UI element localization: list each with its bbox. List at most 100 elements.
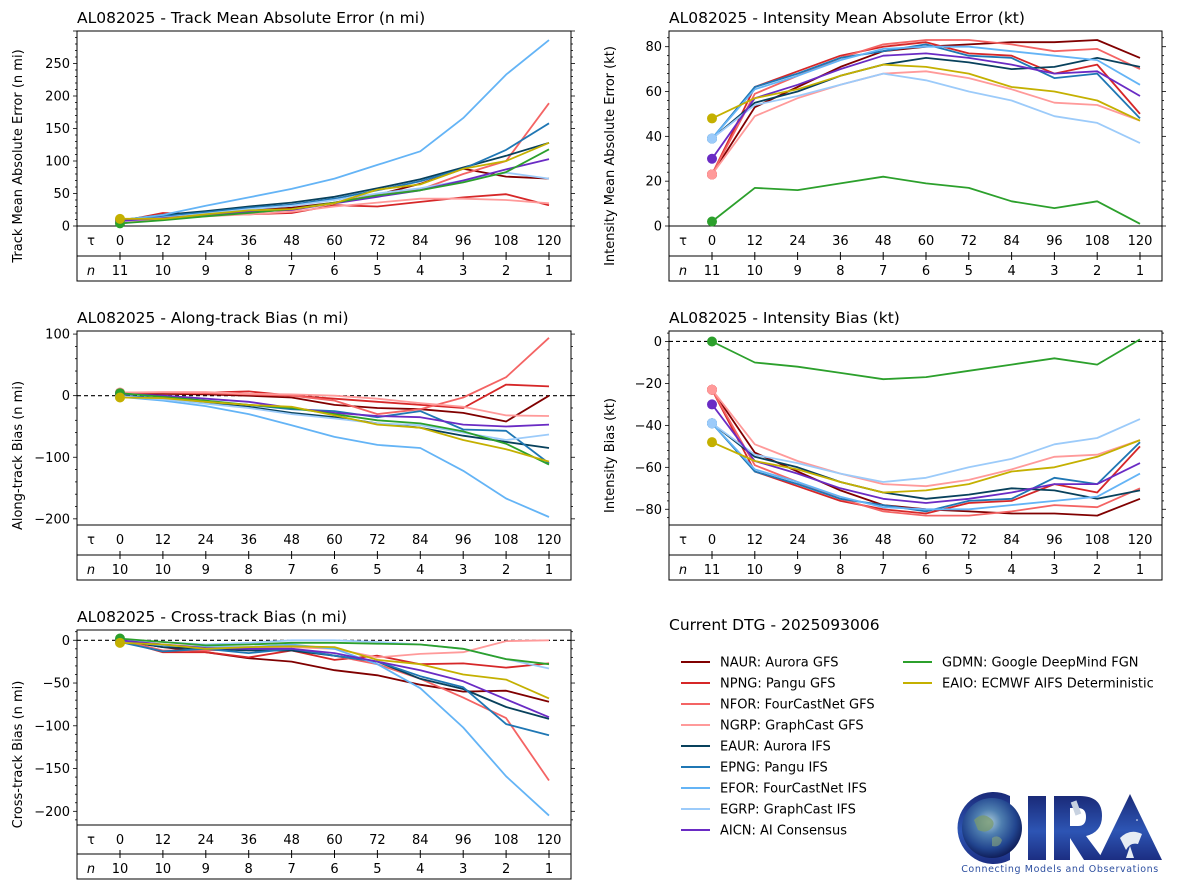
x-tick-label: 36 (832, 234, 849, 249)
n-row-label: n (87, 862, 95, 877)
series-line-eaio (120, 141, 550, 220)
series-line-npng (119, 639, 550, 669)
legend-label: EGRP: GraphCast IFS (720, 803, 856, 818)
n-row-label: n (87, 264, 95, 279)
x-tick-label: 72 (961, 533, 978, 548)
n-count-label: 11 (112, 264, 129, 279)
x-tick-label: 84 (412, 234, 429, 249)
n-count-label: 5 (373, 862, 381, 877)
y-tick-label: −150 (34, 762, 70, 777)
legend-item-egrp: EGRP: GraphCast IFS (681, 803, 856, 818)
x-tick-label: 120 (1128, 533, 1153, 548)
n-count-label: 1 (1136, 264, 1144, 279)
x-tick-label: 72 (369, 533, 386, 548)
x-tick-label: 72 (369, 234, 386, 249)
n-count-label: 6 (330, 264, 338, 279)
x-tick-label: 108 (494, 234, 519, 249)
x-tick-label: 72 (961, 234, 978, 249)
y-tick-label: 50 (53, 187, 70, 202)
legend-item-efor: EFOR: FourCastNet IFS (681, 782, 867, 797)
series-line-gdmn (119, 637, 550, 666)
y-tick-label: −200 (34, 805, 70, 820)
n-count-label: 3 (1050, 563, 1058, 578)
axes-frame (668, 330, 1163, 581)
x-tick-label: 36 (832, 533, 849, 548)
n-count-label: 3 (459, 862, 467, 877)
n-count-label: 10 (747, 563, 764, 578)
y-axis-label: Cross-track Bias (n mi) (11, 681, 26, 829)
n-count-label: 5 (373, 563, 381, 578)
radar-dish-icon (1120, 831, 1142, 858)
y-tick-label: 60 (645, 85, 662, 100)
x-tick-label: 108 (1085, 234, 1110, 249)
series-line-nfor (120, 337, 550, 416)
series-line-naur (120, 392, 550, 423)
series-line-eaio (711, 63, 1141, 122)
axes-frame (76, 629, 572, 880)
n-count-label: 9 (793, 264, 801, 279)
legend-label: EAUR: Aurora IFS (720, 740, 831, 755)
legend-label: EAIO: ECMWF AIFS Deterministic (942, 677, 1154, 692)
n-count-label: 2 (502, 862, 510, 877)
panel-intensity_bias: AL082025 - Intensity Bias (kt) −80 −60 −40 −… (603, 309, 1166, 581)
x-tick-label: 24 (198, 533, 215, 548)
n-count-label: 8 (836, 264, 844, 279)
n-count-label: 4 (416, 264, 424, 279)
t0-marker-gdmn (707, 216, 717, 227)
series-line-ngrp (119, 391, 550, 417)
legend-item-gdmn: GDMN: Google DeepMind FGN (903, 656, 1139, 671)
y-tick-label: −40 (635, 419, 662, 434)
y-tick-label: −100 (34, 719, 70, 734)
y-tick-label: 20 (645, 175, 662, 190)
series-line-nfor (119, 639, 550, 782)
x-tick-label: 96 (455, 833, 472, 848)
y-tick-label: 250 (45, 57, 70, 72)
series-line-npng (711, 41, 1141, 175)
t0-marker-eaio (115, 392, 125, 403)
series-line-aicn (711, 403, 1141, 504)
t0-marker-gdmn (707, 336, 717, 347)
series-group (119, 337, 550, 518)
t0-marker-egrp (707, 133, 717, 144)
x-tick-label: 120 (537, 833, 562, 848)
x-tick-label: 60 (326, 234, 343, 249)
t0-marker-ngrp (707, 169, 717, 180)
n-count-label: 5 (965, 563, 973, 578)
n-count-label: 10 (155, 862, 172, 877)
n-count-label: 10 (747, 264, 764, 279)
x-tick-label: 12 (155, 833, 172, 848)
n-count-label: 4 (1007, 264, 1015, 279)
n-count-label: 11 (704, 563, 721, 578)
series-line-aicn (119, 392, 550, 428)
tau-row-label: τ (679, 234, 687, 249)
series-line-efor (119, 640, 550, 817)
x-tick-label: 24 (198, 234, 215, 249)
n-count-label: 9 (202, 862, 210, 877)
x-tick-label: 0 (708, 234, 716, 249)
legend-label: AICN: AI Consensus (720, 824, 847, 839)
y-tick-label: 40 (645, 130, 662, 145)
n-count-label: 3 (1050, 264, 1058, 279)
panel-intensity_mae: AL082025 - Intensity Mean Absolute Error… (603, 9, 1166, 282)
x-tick-label: 0 (116, 833, 124, 848)
n-count-label: 8 (245, 264, 253, 279)
y-tick-label: −200 (34, 512, 70, 527)
x-tick-label: 60 (918, 533, 935, 548)
series-line-epng (119, 394, 550, 465)
x-tick-label: 84 (412, 533, 429, 548)
x-tick-label: 36 (240, 234, 257, 249)
series-line-ngrp (711, 389, 1141, 488)
n-row-label: n (679, 264, 687, 279)
y-tick-label: 0 (62, 220, 70, 235)
satellite-icon (1070, 800, 1082, 816)
series-line-eaio (119, 396, 550, 463)
n-row-label: n (87, 563, 95, 578)
t0-marker-aicn (707, 399, 717, 410)
cira-tagline: Connecting Models and Observations (961, 864, 1159, 875)
axes-frame (76, 330, 572, 581)
x-tick-label: 96 (1046, 533, 1063, 548)
series-line-egrp (711, 418, 1141, 483)
x-tick-label: 108 (494, 533, 519, 548)
y-tick-label: 0 (654, 220, 662, 235)
n-count-label: 10 (112, 862, 129, 877)
